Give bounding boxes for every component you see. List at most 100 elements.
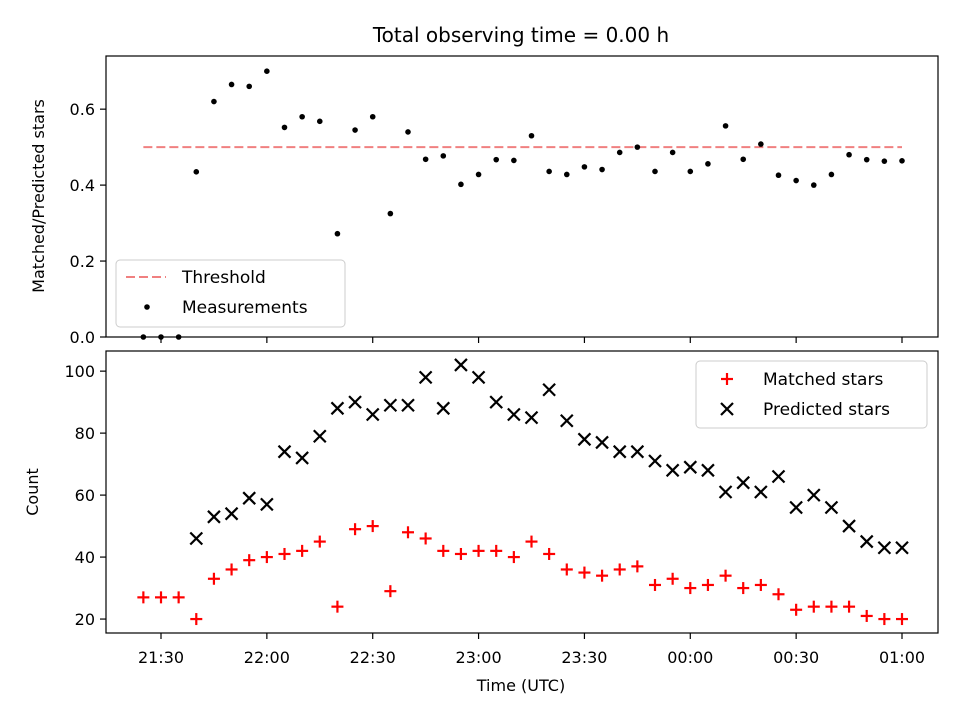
count-x-tick-label: 00:00	[667, 648, 713, 667]
measurement-point	[458, 181, 464, 188]
count-panel: 20 40 60 80 100 21:30 22:00 22:30 23:00 23:30 00:…	[23, 350, 939, 695]
measurement-point	[299, 113, 305, 120]
predicted-star-point	[877, 541, 892, 555]
measurement-point	[528, 132, 535, 139]
matched-star-point	[384, 585, 397, 598]
count-x-tick-label: 00:30	[773, 648, 819, 667]
count-legend-box	[695, 360, 928, 429]
predicted-star-point	[507, 407, 521, 422]
count-y-tick-label: 20	[75, 610, 95, 629]
measurement-point	[899, 158, 905, 164]
measurement-point	[440, 153, 447, 159]
matched-star-point	[225, 563, 238, 576]
measurement-point	[581, 164, 588, 170]
matched-star-point	[331, 600, 344, 613]
predicted-star-point	[754, 485, 768, 499]
ratio-y-axis: 0.0 0.2 0.4 0.6	[70, 100, 106, 347]
matched-star-point	[507, 551, 520, 564]
matched-star-point	[896, 613, 908, 626]
ratio-y-tick-label: 0.6	[70, 100, 95, 119]
predicted-star-point	[895, 541, 909, 555]
measurement-point	[475, 171, 482, 178]
measurement-point	[652, 168, 658, 175]
matched-star-point	[366, 520, 379, 533]
predicted-star-point	[224, 506, 239, 521]
matched-legend-label: Matched stars	[763, 370, 883, 390]
measurement-point	[758, 141, 764, 147]
threshold-legend-label: Threshold	[181, 268, 266, 288]
predicted-star-point	[313, 429, 327, 443]
measurement-point	[422, 156, 429, 163]
matched-star-point	[190, 613, 203, 626]
measurement-point	[740, 156, 747, 163]
matched-star-point	[260, 551, 273, 564]
measurement-point	[493, 156, 500, 163]
matched-star-point	[631, 560, 644, 573]
measurement-point	[211, 98, 217, 105]
count-x-tick-label: 22:00	[244, 648, 290, 667]
matched-star-point	[137, 591, 150, 604]
matched-star-point	[613, 563, 626, 576]
predicted-star-point	[489, 395, 503, 409]
ratio-legend-box	[115, 259, 346, 328]
predicted-star-point	[560, 413, 574, 428]
measurement-point	[546, 168, 552, 175]
matched-star-point	[278, 547, 291, 560]
predicted-star-point	[189, 531, 204, 546]
measurement-point	[563, 171, 570, 178]
ratio-legend[interactable]: Threshold Measurements	[115, 259, 346, 328]
matched-star-point	[860, 609, 873, 622]
measurement-point	[369, 113, 376, 120]
matched-star-point	[243, 554, 256, 567]
matched-star-point	[296, 544, 309, 557]
count-x-tick-label: 23:00	[456, 648, 502, 667]
matched-star-point	[543, 547, 556, 560]
measurement-point	[387, 210, 394, 217]
measurement-point	[352, 127, 358, 133]
measurement-point	[634, 144, 641, 150]
matched-star-point	[878, 613, 891, 626]
matched-star-point	[737, 582, 750, 595]
matched-star-point	[454, 547, 467, 560]
measurement-point	[669, 149, 676, 156]
predicted-star-point	[401, 398, 415, 413]
matched-star-point	[402, 526, 414, 539]
predicted-star-point	[701, 463, 715, 478]
matched-star-point	[349, 523, 362, 536]
matched-star-point	[419, 532, 432, 545]
matched-star-point	[790, 603, 803, 616]
measurement-point	[599, 166, 605, 173]
ratio-panel-frame	[105, 55, 939, 338]
measurement-point	[281, 124, 288, 131]
count-y-tick-label: 40	[75, 548, 95, 567]
measurement-point	[264, 68, 270, 74]
matched-star-point	[560, 563, 573, 576]
measurements-legend-swatch	[144, 304, 150, 310]
measurement-point	[828, 171, 835, 178]
count-y-tick-label: 60	[75, 486, 95, 505]
predicted-star-point	[524, 410, 539, 425]
count-y-tick-label: 100	[64, 362, 95, 381]
predicted-star-point	[577, 432, 592, 447]
count-legend[interactable]: Matched stars Predicted stars	[695, 360, 928, 429]
predicted-star-point	[242, 491, 256, 505]
measurement-point	[687, 168, 694, 175]
predicted-star-point	[683, 460, 698, 474]
ratio-y-tick-label: 0.4	[70, 176, 95, 195]
predicted-star-point	[383, 398, 398, 413]
predicted-star-point	[807, 488, 821, 502]
measurement-point	[846, 151, 852, 158]
measurements-legend-label: Measurements	[182, 298, 308, 318]
measurement-point	[316, 118, 323, 125]
count-y-axis-title: Count	[23, 468, 42, 516]
predicted-star-point	[595, 435, 609, 450]
ratio-y-tick-label: 0.2	[70, 252, 95, 271]
ratio-y-tick-label: 0.0	[70, 328, 95, 347]
ratio-y-axis-title: Matched/Predicted stars	[29, 99, 48, 293]
predicted-star-point	[277, 444, 292, 459]
matched-star-point	[719, 569, 732, 582]
matched-star-point	[684, 582, 697, 595]
matched-star-point	[525, 535, 538, 548]
